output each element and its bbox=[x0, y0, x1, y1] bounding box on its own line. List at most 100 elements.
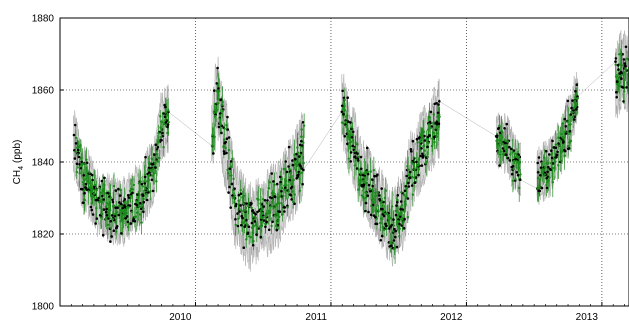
black-point bbox=[392, 239, 396, 242]
green-point bbox=[115, 230, 118, 233]
green-point bbox=[138, 193, 141, 197]
black-point bbox=[570, 106, 573, 110]
green-point bbox=[622, 71, 625, 74]
green-point bbox=[100, 200, 104, 204]
green-point bbox=[375, 217, 378, 220]
green-point bbox=[498, 139, 502, 142]
green-point bbox=[544, 166, 547, 169]
green-point bbox=[126, 200, 129, 203]
green-point bbox=[115, 211, 119, 214]
green-point bbox=[623, 79, 626, 82]
black-point bbox=[302, 168, 305, 172]
black-point bbox=[511, 165, 515, 168]
green-point bbox=[540, 162, 543, 165]
black-point bbox=[415, 160, 418, 164]
green-point bbox=[370, 204, 373, 208]
green-point bbox=[156, 160, 160, 163]
green-point bbox=[167, 121, 170, 124]
green-point bbox=[512, 167, 515, 171]
green-point bbox=[427, 128, 430, 131]
green-point bbox=[276, 197, 280, 200]
black-point bbox=[555, 155, 558, 159]
black-point bbox=[262, 219, 266, 222]
green-point bbox=[381, 204, 384, 207]
black-point bbox=[219, 98, 223, 101]
green-point bbox=[242, 194, 246, 198]
green-point bbox=[119, 220, 122, 223]
y-axis-label: CH4 (ppb) bbox=[12, 140, 25, 185]
black-point bbox=[366, 172, 370, 176]
green-point bbox=[247, 205, 250, 208]
black-point bbox=[218, 112, 222, 115]
black-point bbox=[128, 204, 132, 207]
black-point bbox=[508, 145, 511, 149]
green-point bbox=[390, 217, 393, 220]
black-point bbox=[250, 202, 253, 205]
black-point bbox=[117, 187, 120, 191]
green-point bbox=[431, 138, 434, 141]
x-tick-label: 2010 bbox=[169, 312, 192, 323]
black-point bbox=[72, 133, 76, 137]
green-point bbox=[401, 218, 404, 221]
green-point bbox=[261, 198, 265, 201]
black-point bbox=[238, 210, 241, 213]
black-point bbox=[398, 222, 401, 226]
green-point bbox=[421, 135, 424, 138]
black-point bbox=[399, 215, 402, 218]
green-point bbox=[300, 128, 303, 131]
black-point bbox=[256, 210, 259, 214]
green-point bbox=[385, 227, 388, 231]
green-point bbox=[223, 127, 226, 130]
green-point bbox=[358, 182, 362, 185]
black-point bbox=[94, 222, 97, 225]
green-point bbox=[559, 139, 562, 142]
black-point bbox=[90, 208, 94, 212]
green-point bbox=[157, 131, 160, 135]
green-point bbox=[380, 217, 383, 220]
green-point bbox=[259, 202, 262, 205]
green-point bbox=[107, 203, 110, 206]
black-point bbox=[217, 87, 220, 90]
green-point bbox=[79, 144, 82, 147]
black-point bbox=[366, 194, 370, 197]
green-point bbox=[296, 146, 299, 149]
black-point bbox=[110, 235, 113, 238]
black-point bbox=[536, 171, 540, 174]
green-point bbox=[620, 52, 623, 56]
black-point bbox=[80, 160, 83, 164]
green-point bbox=[166, 113, 169, 116]
green-point bbox=[288, 167, 291, 171]
black-point bbox=[497, 126, 501, 130]
green-point bbox=[156, 149, 159, 153]
green-point bbox=[497, 150, 500, 154]
black-point bbox=[572, 118, 576, 121]
green-point bbox=[438, 113, 441, 117]
black-point bbox=[294, 158, 297, 161]
green-point bbox=[515, 154, 519, 157]
black-point bbox=[97, 196, 100, 200]
green-point bbox=[404, 200, 407, 203]
black-point bbox=[503, 141, 507, 145]
green-point bbox=[267, 187, 270, 190]
green-point bbox=[511, 179, 515, 182]
green-point bbox=[141, 203, 144, 206]
green-point bbox=[545, 183, 548, 186]
black-point bbox=[410, 150, 413, 153]
green-point bbox=[284, 188, 287, 192]
green-point bbox=[292, 178, 295, 182]
green-point bbox=[101, 212, 104, 216]
green-point bbox=[518, 186, 521, 190]
black-point bbox=[105, 214, 109, 217]
green-point bbox=[436, 132, 440, 135]
green-point bbox=[264, 223, 267, 226]
green-point bbox=[145, 180, 149, 183]
black-point bbox=[393, 235, 397, 239]
green-point bbox=[83, 179, 86, 182]
black-point bbox=[101, 194, 104, 198]
green-point bbox=[432, 121, 435, 125]
black-point bbox=[236, 224, 240, 228]
black-point bbox=[126, 194, 130, 197]
green-point bbox=[298, 189, 302, 192]
green-point bbox=[362, 197, 366, 200]
black-point bbox=[538, 189, 542, 193]
